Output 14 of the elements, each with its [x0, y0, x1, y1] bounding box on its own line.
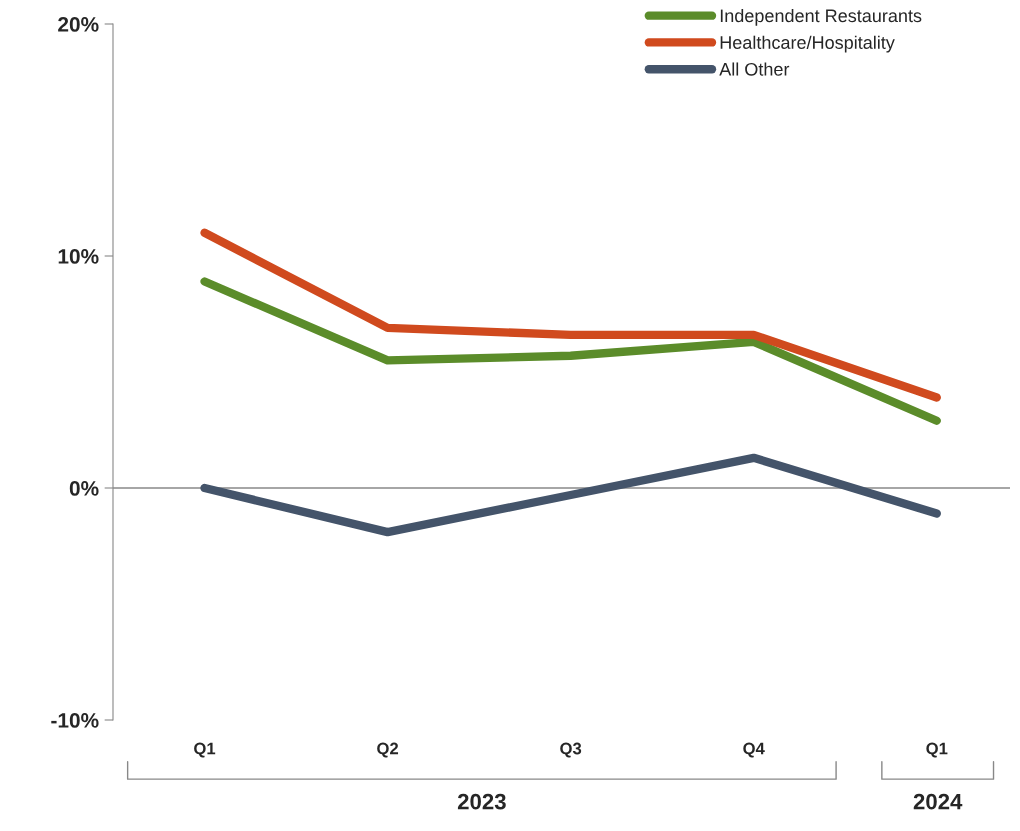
y-tick-label: -10% — [51, 713, 99, 728]
text: 2023 — [457, 793, 506, 810]
y-tick-label: 0% — [69, 481, 99, 496]
legend-label: Independent Restaurants — [720, 8, 922, 26]
legend-label: All Other — [719, 62, 790, 76]
y-tick-label: 10% — [58, 249, 99, 264]
y-tick-label: 20% — [58, 17, 99, 32]
legend-label: Healthcare/Hospitality — [720, 35, 895, 53]
x-tick-label: Q2 — [377, 742, 399, 758]
x-tick-label: Q4 — [743, 742, 765, 758]
x-tick-label: Q1 — [926, 742, 948, 758]
x-tick-label: Q3 — [560, 742, 582, 758]
x-tick-label: Q1 — [194, 742, 216, 758]
text: 2024 — [913, 793, 963, 810]
